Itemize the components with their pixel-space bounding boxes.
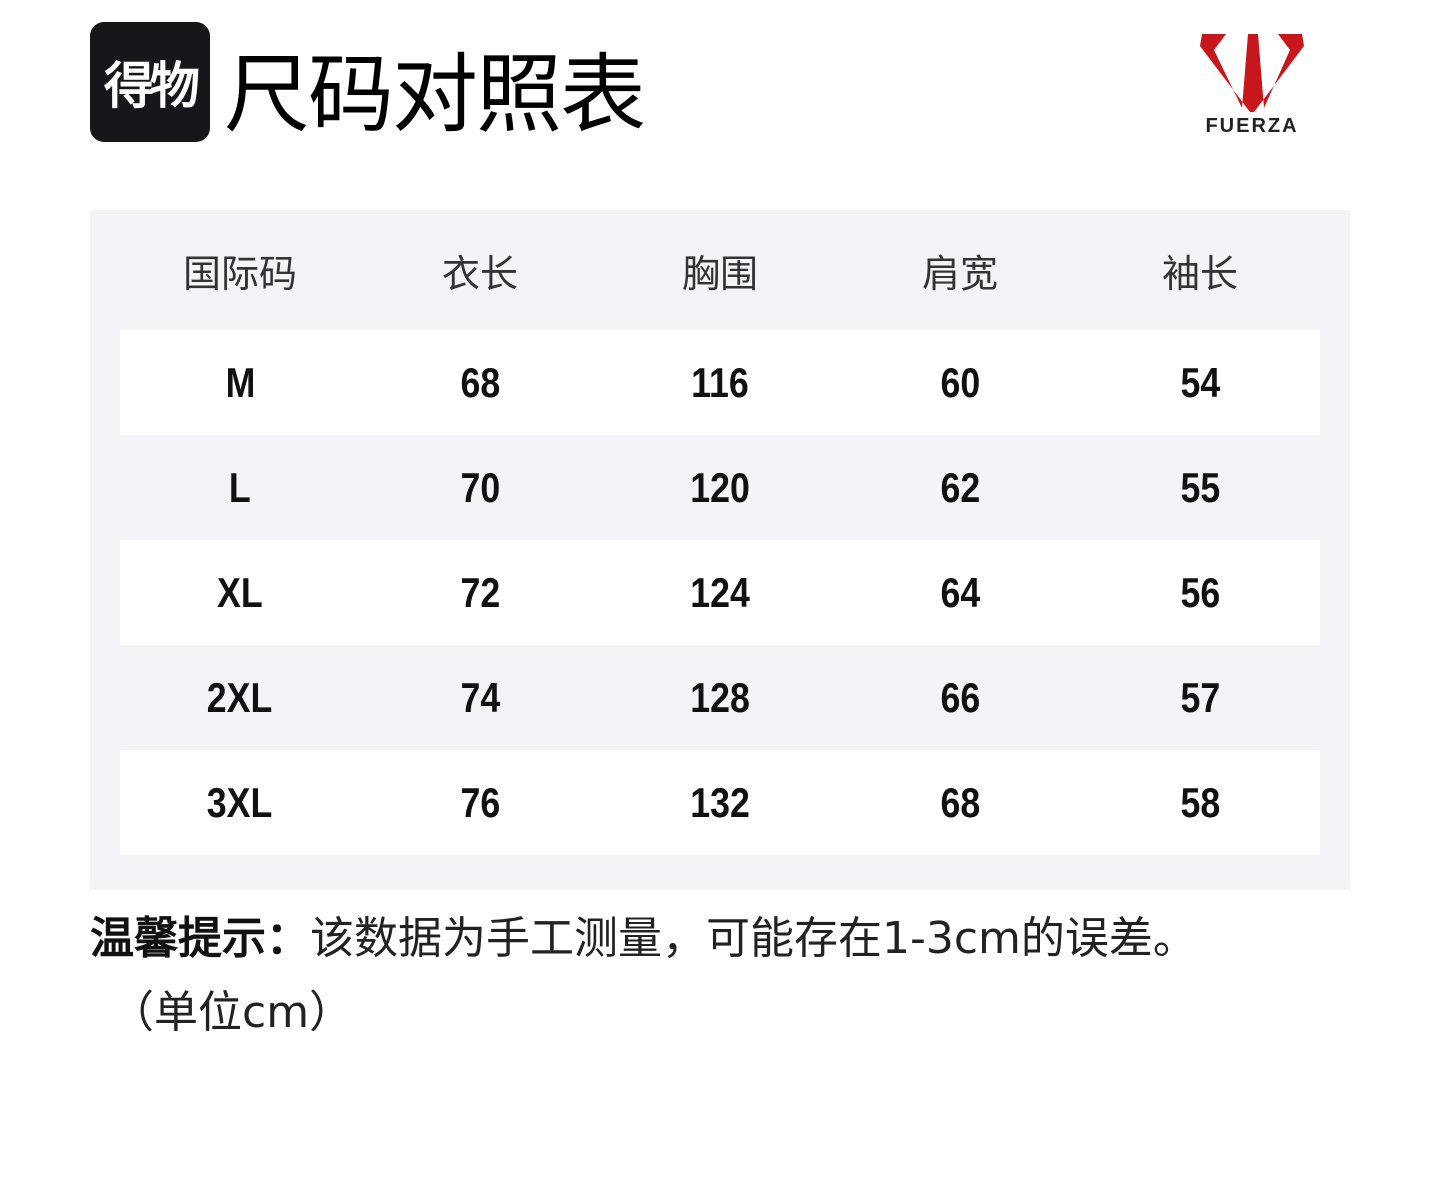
measurement-value: 72: [460, 568, 500, 616]
tip-text: 该数据为手工测量，可能存在1-3cm的误差。: [310, 913, 1197, 964]
table-cell: 56: [1080, 540, 1320, 645]
table-cell: 64: [840, 540, 1080, 645]
table-cell: 62: [840, 435, 1080, 540]
table-row: 2XL 74 128 66 57: [120, 645, 1320, 750]
measurement-value: 66: [940, 673, 980, 721]
tip-note: 温馨提示：该数据为手工测量，可能存在1-3cm的误差。: [90, 908, 1197, 970]
table-row: XL 72 124 64 56: [120, 540, 1320, 645]
table-cell: 76: [360, 750, 600, 855]
measurement-value: 74: [460, 673, 500, 721]
measurement-value: 68: [460, 358, 500, 406]
measurement-value: 70: [460, 463, 500, 511]
column-header: 肩宽: [921, 251, 998, 296]
column-header: 胸围: [681, 251, 758, 296]
measurement-value: 124: [690, 568, 750, 616]
table-cell: 74: [360, 645, 600, 750]
table-cell: 132: [600, 750, 840, 855]
table-cell: L: [120, 435, 360, 540]
column-header: 国际码: [182, 251, 297, 296]
tip-label: 温馨提示：: [90, 913, 310, 964]
page-title: 尺码对照表: [224, 45, 646, 145]
table-row: 3XL 76 132 68 58: [120, 750, 1320, 855]
table-cell: 70: [360, 435, 600, 540]
size-label: L: [229, 463, 251, 511]
measurement-value: 128: [690, 673, 750, 721]
table-cell: 54: [1080, 330, 1320, 435]
table-cell: 72: [360, 540, 600, 645]
measurement-value: 116: [691, 358, 749, 406]
measurement-value: 76: [460, 778, 500, 826]
table-cell: 68: [360, 330, 600, 435]
measurement-value: 57: [1180, 673, 1220, 721]
measurement-value: 56: [1180, 568, 1220, 616]
measurement-value: 55: [1180, 463, 1220, 511]
table-cell: 60: [840, 330, 1080, 435]
brand-badge-text: 得物: [104, 57, 200, 115]
fuerza-logo: FUERZA: [1200, 34, 1304, 137]
table-row: L 70 120 62 55: [120, 435, 1320, 540]
measurement-value: 64: [940, 568, 980, 616]
size-label: XL: [217, 568, 263, 616]
table-cell: M: [120, 330, 360, 435]
measurement-value: 68: [940, 778, 980, 826]
measurement-value: 58: [1180, 778, 1220, 826]
table-header: 国际码 衣长 胸围 肩宽 袖长: [120, 210, 1320, 330]
table-cell: 55: [1080, 435, 1320, 540]
measurement-value: 120: [690, 463, 750, 511]
table-cell: 66: [840, 645, 1080, 750]
table-cell: 120: [600, 435, 840, 540]
table-row: M 68 116 60 54: [120, 330, 1320, 435]
measurement-value: 54: [1180, 358, 1220, 406]
table-cell: 2XL: [120, 645, 360, 750]
table-cell: 57: [1080, 645, 1320, 750]
measurement-value: 62: [940, 463, 980, 511]
size-label: M: [225, 358, 255, 406]
column-header: 衣长: [441, 251, 518, 296]
table-cell: 58: [1080, 750, 1320, 855]
table-cell: 68: [840, 750, 1080, 855]
size-label: 2XL: [207, 673, 273, 721]
measurement-value: 60: [940, 358, 980, 406]
dewu-logo-badge: 得物: [90, 22, 210, 142]
size-table: 国际码 衣长 胸围 肩宽 袖长 M 68 116 60 54 L 70 120 62 55 XL 72…: [90, 210, 1350, 890]
table-cell: 128: [600, 645, 840, 750]
measurement-value: 132: [690, 778, 750, 826]
column-header: 袖长: [1161, 251, 1238, 296]
logo-text: FUERZA: [1205, 115, 1298, 137]
table-cell: 3XL: [120, 750, 360, 855]
table-cell: 116: [600, 330, 840, 435]
size-label: 3XL: [207, 778, 273, 826]
unit-note: （单位cm）: [110, 987, 354, 1038]
table-cell: 124: [600, 540, 840, 645]
table-cell: XL: [120, 540, 360, 645]
